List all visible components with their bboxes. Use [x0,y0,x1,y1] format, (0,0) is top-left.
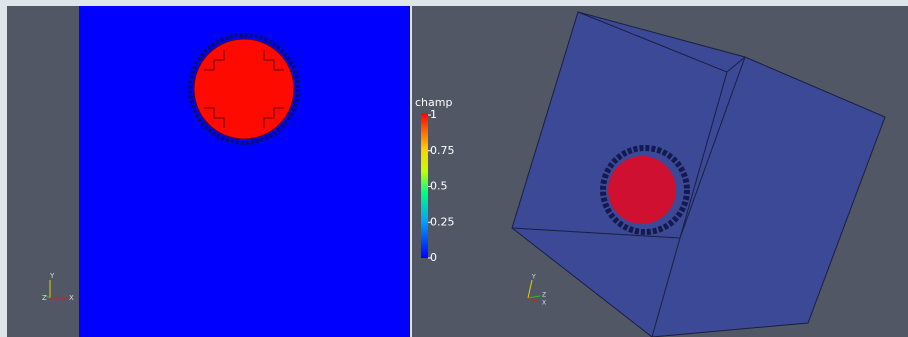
tick-label: 0.5 [430,180,448,193]
axis-label: X [542,300,546,307]
axis-label: Y [531,274,536,281]
axis-label: Z [542,292,546,299]
axis-label: X [69,294,74,302]
tick-label: 1 [430,108,437,121]
page: X Y Z X Y Z champ 10.750.50.250 (() => {… [0,0,908,337]
screen: X Y Z X Y Z champ 10.750.50.250 [0,0,908,337]
color-bar [421,113,428,258]
red-region [194,39,294,139]
tick-label: 0.25 [430,215,455,228]
tick-label: 0 [430,251,437,264]
axis-label: Y [49,272,55,280]
sphere [608,156,676,224]
axis-label: Z [42,294,47,302]
tick-label: 0.75 [430,144,455,157]
